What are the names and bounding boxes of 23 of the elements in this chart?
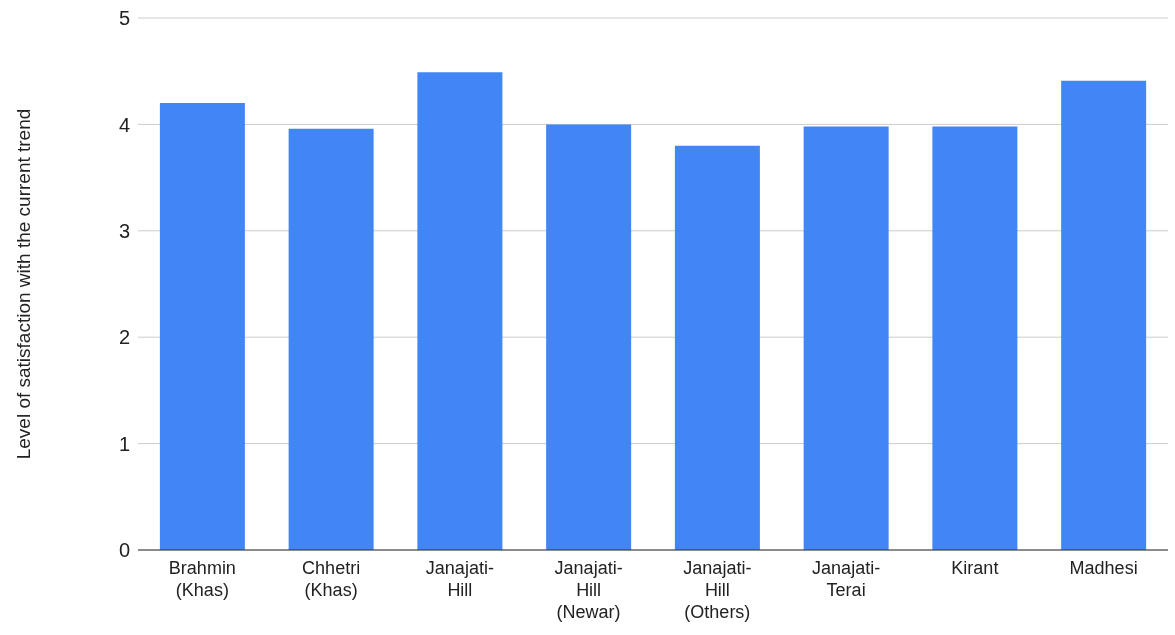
- y-tick-label: 0: [118, 539, 130, 562]
- y-tick-label: 4: [118, 113, 130, 136]
- bar: [803, 126, 889, 550]
- x-tick-label: Kirant: [951, 558, 999, 578]
- bar: [932, 126, 1018, 550]
- y-tick-label: 3: [118, 219, 130, 242]
- y-tick-label: 5: [118, 7, 130, 30]
- x-tick-label: Janajati- Hill (Others): [683, 558, 752, 622]
- bar: [417, 72, 503, 550]
- x-tick-label: Janajati- Terai: [812, 558, 881, 600]
- x-tick-label: Brahmin (Khas): [168, 558, 236, 600]
- bar: [288, 128, 374, 550]
- bar: [159, 103, 245, 550]
- y-tick-label: 2: [118, 326, 130, 349]
- x-tick-label: Madhesi: [1069, 558, 1138, 578]
- y-tick-label: 1: [118, 432, 130, 455]
- bar: [1061, 80, 1147, 550]
- x-tick-label: Chhetri (Khas): [302, 558, 361, 600]
- y-axis-title: Level of satisfaction with the current trend: [12, 108, 34, 460]
- x-tick-label: Janajati- Hill (Newar): [554, 558, 623, 622]
- bar: [674, 145, 760, 550]
- bar: [546, 124, 632, 550]
- x-tick-label: Janajati- Hill: [425, 558, 494, 600]
